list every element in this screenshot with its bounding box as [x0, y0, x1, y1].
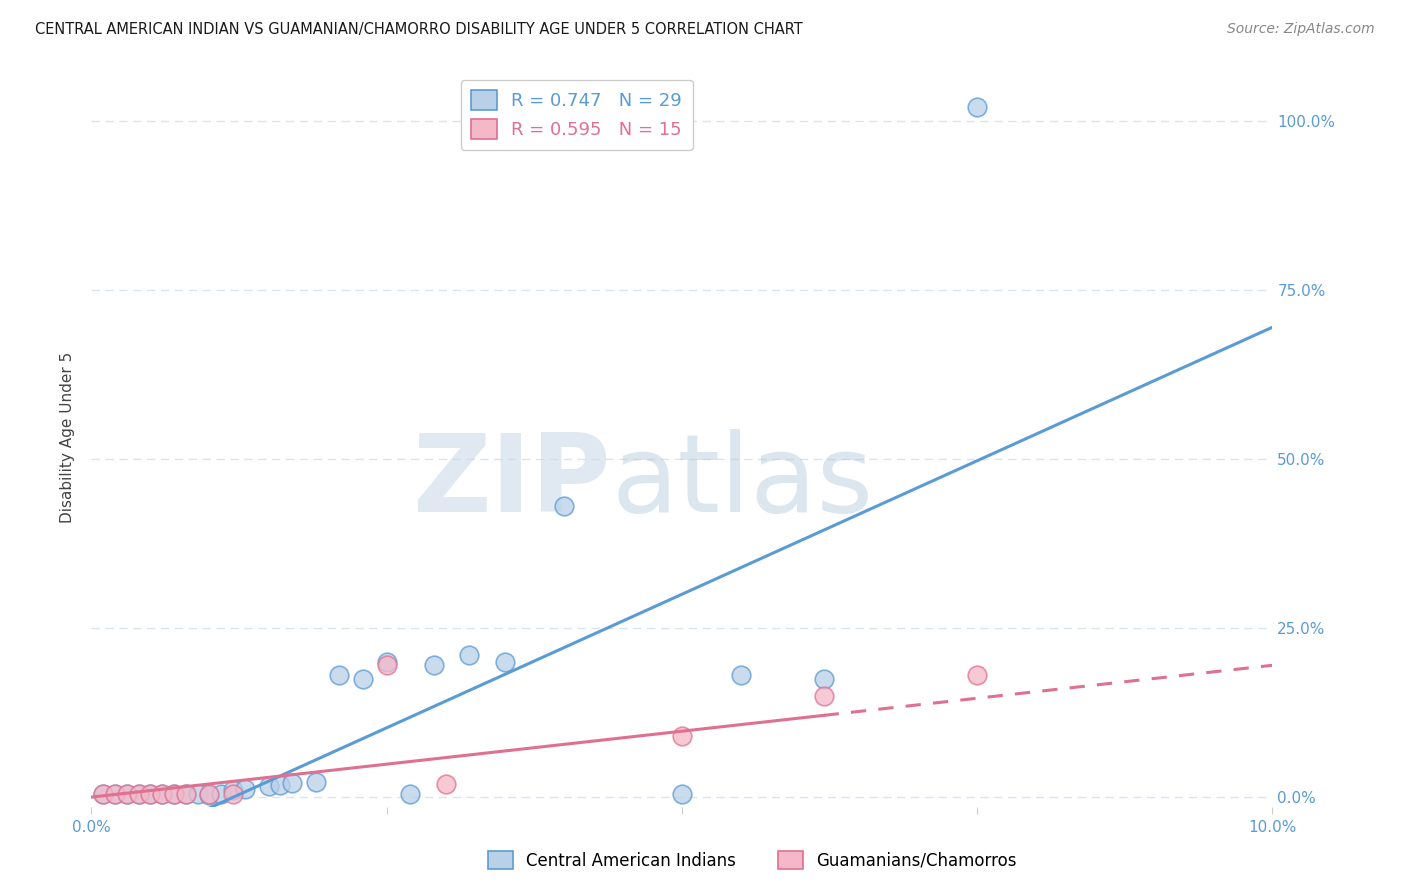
Point: [115, 788, 138, 802]
Point: [163, 788, 186, 802]
Point: [375, 655, 398, 669]
Point: [139, 787, 162, 801]
Point: [399, 787, 422, 801]
Point: [91, 788, 114, 802]
Point: [104, 788, 127, 802]
Text: atlas: atlas: [612, 428, 873, 534]
Point: [163, 787, 186, 801]
Point: [257, 780, 280, 794]
Point: [328, 668, 350, 682]
Point: [671, 787, 693, 801]
Point: [91, 787, 114, 801]
Point: [813, 672, 835, 686]
Point: [187, 788, 209, 802]
Point: [813, 689, 835, 703]
Point: [174, 787, 197, 801]
Point: [423, 658, 446, 673]
Point: [233, 782, 256, 797]
Point: [281, 776, 304, 790]
Point: [966, 100, 988, 114]
Point: [671, 729, 693, 743]
Point: [305, 774, 328, 789]
Text: Source: ZipAtlas.com: Source: ZipAtlas.com: [1227, 22, 1375, 37]
Point: [269, 778, 291, 792]
Point: [352, 672, 374, 686]
Point: [198, 787, 221, 801]
Point: [494, 655, 516, 669]
Point: [128, 788, 150, 802]
Text: ZIP: ZIP: [412, 428, 612, 534]
Point: [375, 658, 398, 673]
Legend: R = 0.747   N = 29, R = 0.595   N = 15: R = 0.747 N = 29, R = 0.595 N = 15: [461, 79, 693, 150]
Point: [174, 788, 197, 802]
Point: [222, 783, 245, 797]
Point: [150, 788, 173, 802]
Point: [434, 776, 457, 790]
Point: [115, 787, 138, 801]
Point: [209, 787, 232, 801]
Point: [966, 668, 988, 682]
Point: [150, 787, 173, 801]
Point: [198, 788, 221, 802]
Text: CENTRAL AMERICAN INDIAN VS GUAMANIAN/CHAMORRO DISABILITY AGE UNDER 5 CORRELATION: CENTRAL AMERICAN INDIAN VS GUAMANIAN/CHA…: [35, 22, 803, 37]
Point: [458, 648, 481, 662]
Point: [553, 500, 575, 514]
Point: [139, 788, 162, 802]
Y-axis label: Disability Age Under 5: Disability Age Under 5: [60, 351, 76, 523]
Legend: Central American Indians, Guamanians/Chamorros: Central American Indians, Guamanians/Cha…: [481, 845, 1024, 877]
Point: [222, 788, 245, 802]
Point: [730, 668, 752, 682]
Point: [128, 787, 150, 801]
Point: [104, 787, 127, 801]
